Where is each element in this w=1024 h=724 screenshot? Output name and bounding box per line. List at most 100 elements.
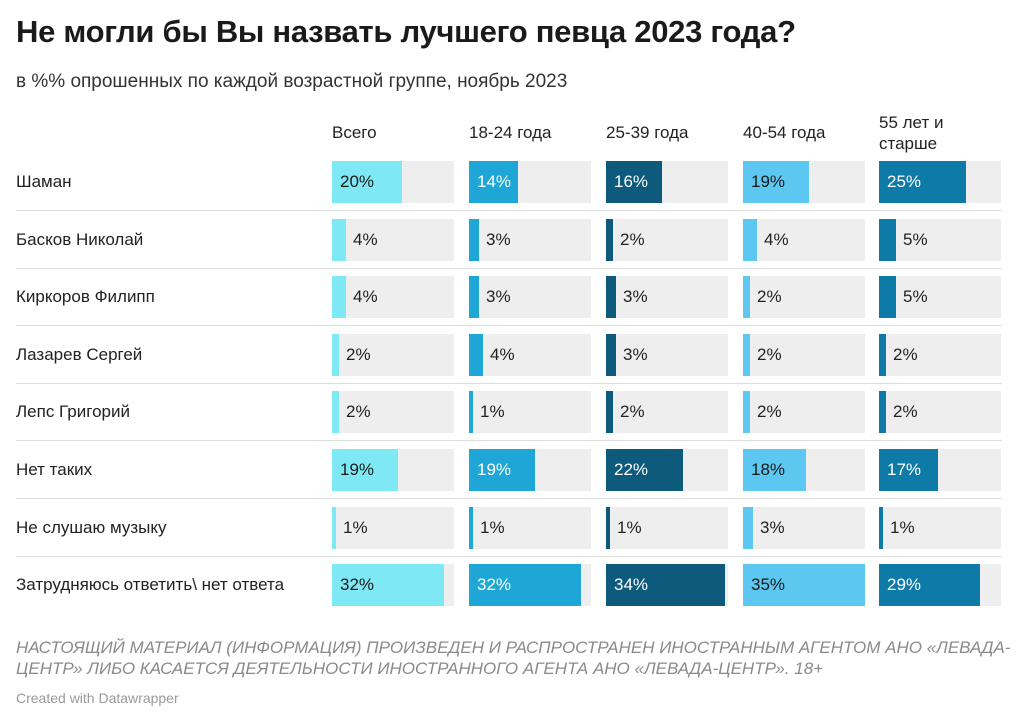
bar-value-label: 3% (486, 229, 511, 249)
bar-value-label: 1% (480, 517, 505, 537)
bar (606, 161, 662, 203)
bar-track (606, 276, 728, 319)
bar (606, 506, 610, 549)
bar-value-label: 5% (903, 287, 928, 307)
row-label: Нет таких (16, 460, 93, 479)
bar (606, 276, 616, 319)
row-divider (16, 267, 1002, 269)
bar (743, 449, 806, 491)
bar (469, 506, 473, 549)
bar (469, 276, 479, 319)
bar-track (606, 391, 728, 434)
row-divider (16, 325, 1002, 327)
bar-value-label: 19% (751, 172, 786, 191)
bar (332, 333, 339, 376)
bar-value-label: 2% (346, 402, 371, 422)
bar-value-label: 32% (340, 575, 375, 595)
bar-track (606, 506, 728, 549)
bar-track (879, 333, 1001, 376)
column-header: 25-39 года (606, 123, 689, 142)
bar-track (879, 391, 1001, 434)
bar (743, 161, 809, 203)
bar (469, 391, 473, 434)
bar (606, 391, 613, 434)
bar-track (469, 391, 591, 434)
bar-track (743, 218, 865, 261)
row-label: Не слушаю музыку (16, 517, 167, 537)
bar-track (469, 333, 591, 376)
row-label: Шаман (16, 172, 72, 191)
bar-value-label: 25% (887, 172, 922, 191)
bar-value-label: 19% (340, 460, 375, 479)
bar-value-label: 17% (887, 460, 922, 479)
column-header: 55 лет и старше (879, 113, 944, 153)
bar (332, 391, 339, 434)
column-header: 18-24 года (469, 123, 552, 142)
bar-value-label: 14% (477, 172, 512, 191)
bar-value-label: 4% (353, 229, 378, 249)
chart-title: Не могли бы Вы назвать лучшего певца 202… (16, 14, 796, 49)
bar (606, 449, 683, 491)
bar (879, 161, 966, 203)
foreign-agent-note: НАСТОЯЩИЙ МАТЕРИАЛ (ИНФОРМАЦИЯ) ПРОИЗВЕД… (16, 638, 1011, 678)
bar-track (332, 218, 454, 261)
bar-value-label: 3% (486, 287, 511, 307)
bar (879, 506, 883, 549)
bar (332, 564, 444, 607)
row-label: Басков Николай (16, 229, 144, 249)
bar (332, 218, 346, 261)
bar (469, 564, 581, 607)
datawrapper-credit: Created with Datawrapper (16, 690, 179, 706)
bar (879, 333, 886, 376)
bar (879, 564, 980, 607)
bar-value-label: 1% (480, 402, 505, 422)
chart-subtitle: в %% опрошенных по каждой возрастной гру… (16, 71, 568, 92)
row-label: Лепс Григорий (16, 402, 130, 422)
bar (469, 161, 518, 203)
bar-value-label: 19% (477, 460, 512, 479)
bar-track (743, 276, 865, 319)
bar-value-label: 1% (343, 517, 368, 537)
bar-track (469, 276, 591, 319)
bar-track (879, 506, 1001, 549)
bar-track (606, 218, 728, 261)
bar (606, 218, 613, 261)
bar-track (332, 276, 454, 319)
bar-value-label: 2% (620, 402, 645, 422)
bar-value-label: 20% (340, 172, 375, 191)
bar-value-label: 4% (490, 344, 515, 364)
bar (879, 449, 938, 491)
bar-value-label: 2% (893, 402, 918, 422)
bar-value-label: 3% (623, 344, 648, 364)
column-header: 40-54 года (743, 123, 826, 142)
bar (743, 391, 750, 434)
bar (743, 276, 750, 319)
row-label: Киркоров Филипп (16, 287, 155, 307)
bar-value-label: 18% (751, 460, 786, 479)
bar (469, 449, 535, 491)
bar-track (469, 218, 591, 261)
bar-value-label: 2% (757, 287, 782, 307)
bar (743, 333, 750, 376)
bar-value-label: 1% (617, 517, 642, 537)
bar-value-label: 2% (757, 402, 782, 422)
bar-value-label: 22% (614, 460, 649, 479)
row-divider (16, 440, 1002, 442)
bar (743, 506, 753, 549)
bar-value-label: 4% (353, 287, 378, 307)
bar (332, 506, 336, 549)
bar-track (879, 276, 1001, 319)
bar-value-label: 34% (614, 575, 649, 595)
bar-value-label: 29% (887, 575, 922, 595)
bar-value-label: 2% (346, 344, 371, 364)
bar (332, 276, 346, 319)
bar-value-label: 2% (620, 229, 645, 249)
row-divider (16, 210, 1002, 211)
row-divider (16, 555, 1002, 557)
bar (469, 218, 479, 261)
bar (606, 564, 725, 607)
bar (606, 333, 616, 376)
bar-value-label: 5% (903, 229, 928, 249)
row-label: Лазарев Сергей (16, 344, 143, 364)
bar (879, 218, 896, 261)
